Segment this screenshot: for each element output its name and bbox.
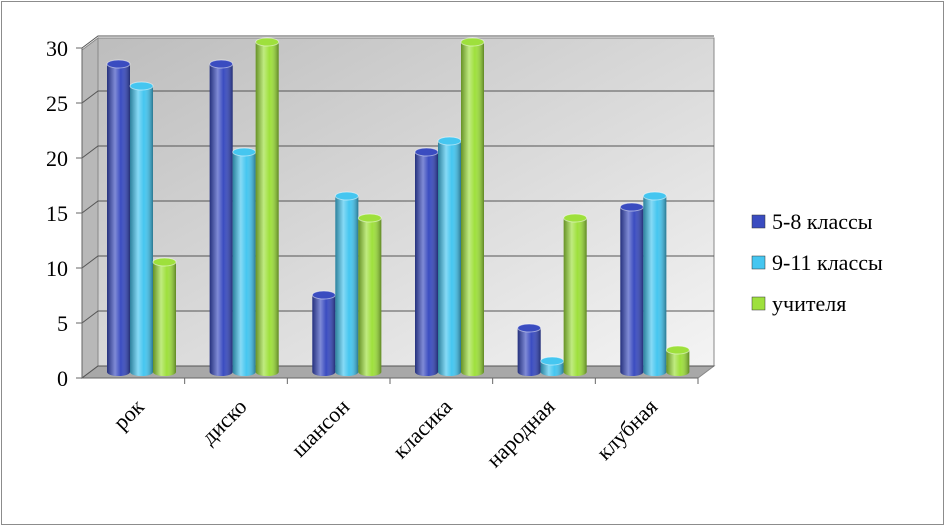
bar-top (517, 323, 542, 333)
bar-top (437, 136, 462, 146)
bar-top (357, 213, 382, 223)
bar-top (563, 213, 588, 223)
bar (540, 356, 565, 376)
bar-shade (232, 152, 256, 376)
bar-shade (438, 141, 461, 376)
grid-line (81, 35, 714, 49)
legend-label: учителя (772, 291, 846, 316)
bar (334, 191, 359, 376)
legend: 5-8 классы 9-11 классы учителя (751, 209, 883, 316)
bar-shade (255, 42, 279, 376)
bar-top (106, 59, 131, 69)
bar-top (619, 202, 644, 212)
bars (106, 37, 690, 376)
y-tick-label: 15 (46, 201, 68, 226)
bar-shade (461, 42, 484, 376)
grid-line (81, 255, 714, 269)
legend-swatch (751, 214, 766, 229)
bar-shade (107, 64, 130, 376)
bar-shade (130, 86, 153, 376)
bar (642, 191, 667, 376)
bar-top (460, 37, 485, 47)
legend-swatch (751, 255, 766, 270)
bar (517, 323, 542, 376)
bar-top (665, 345, 690, 355)
bar (460, 37, 485, 376)
y-tick-label: 10 (46, 256, 68, 281)
grid-line (81, 365, 714, 379)
bar (209, 59, 234, 376)
floor (80, 365, 716, 379)
bar (311, 290, 336, 376)
bar (414, 147, 439, 376)
bar (437, 136, 462, 376)
bar-shade (335, 196, 359, 376)
bar-top (334, 191, 359, 201)
grid-line (81, 310, 714, 324)
bar-shade (312, 295, 336, 376)
y-tick-label: 30 (46, 36, 68, 61)
bar-top (540, 356, 565, 366)
y-tick-label: 5 (57, 311, 68, 336)
bar-shade (209, 64, 233, 376)
bar-shade (620, 207, 644, 376)
bar-top (209, 59, 234, 69)
legend-label: 5-8 классы (772, 209, 873, 234)
bar (106, 59, 131, 376)
bar-shade (643, 196, 667, 376)
side-wall (81, 37, 99, 379)
bar-top (311, 290, 336, 300)
bar-shade (415, 152, 438, 376)
y-tick-label: 25 (46, 91, 68, 116)
bar-top (129, 81, 154, 91)
bar (563, 213, 588, 376)
bar-shade (666, 350, 690, 376)
bar (152, 257, 177, 376)
bar-top (255, 37, 280, 47)
grid-line (81, 145, 714, 159)
bar-shade (358, 218, 382, 376)
grid-line (81, 200, 714, 214)
legend-swatch (751, 296, 766, 311)
y-tick-label: 0 (57, 366, 68, 391)
grid-line (81, 90, 714, 104)
bar-shade (517, 328, 541, 376)
bar-top (232, 147, 257, 157)
legend-label: 9-11 классы (772, 250, 883, 275)
bar-top (152, 257, 177, 267)
bar-shade (563, 218, 587, 376)
bar (255, 37, 280, 376)
y-tick-label: 20 (46, 146, 68, 171)
bar-top (414, 147, 439, 157)
bar-top (642, 191, 667, 201)
bar (129, 81, 154, 376)
bar (665, 345, 690, 376)
bar (357, 213, 382, 376)
bar (232, 147, 257, 376)
bar (619, 202, 644, 376)
bar-shade (153, 262, 176, 376)
